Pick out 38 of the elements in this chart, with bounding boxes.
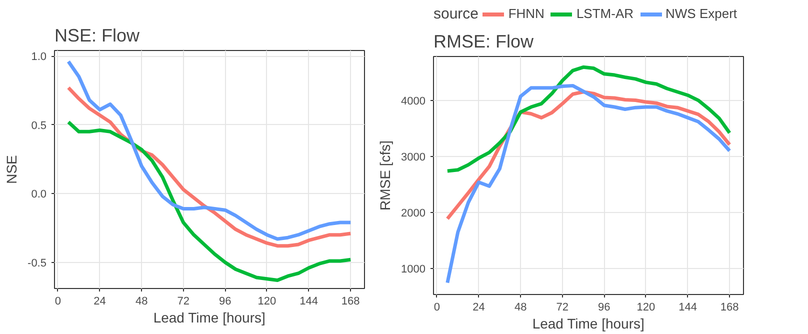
legend-label: FHNN: [508, 6, 544, 21]
x-tick-label: 168: [720, 302, 739, 314]
x-axis-title: Lead Time [hours]: [153, 310, 266, 326]
x-tick-label: 72: [177, 296, 190, 308]
line-series: [66, 120, 352, 282]
legend-title: source: [434, 6, 479, 22]
x-tick-label: 120: [258, 296, 276, 308]
x-tick-label: 48: [514, 302, 527, 314]
x-tick-label: 144: [300, 296, 318, 308]
x-tick-label: 96: [219, 296, 232, 308]
x-tick-label: 120: [636, 302, 656, 314]
x-tick-label: 48: [135, 296, 148, 308]
line-series: [66, 60, 352, 241]
x-tick-label: 0: [54, 296, 62, 308]
x-tick-label: 24: [94, 296, 106, 308]
y-tick-label: 2000: [401, 208, 426, 220]
x-tick-label: 72: [556, 302, 569, 314]
chart-title: RMSE: Flow: [434, 32, 535, 52]
y-tick-label: 1000: [401, 264, 426, 276]
y-axis-title: NSE: [4, 155, 20, 184]
legend-label: NWS Expert: [666, 6, 738, 21]
y-tick-label: 3000: [401, 151, 426, 164]
x-tick-label: 24: [472, 302, 485, 314]
x-tick-label: 168: [341, 296, 360, 308]
y-axis-title: RMSE [cfs]: [377, 140, 394, 211]
legend-label: LSTM-AR: [576, 6, 634, 21]
x-tick-label: 0: [434, 302, 440, 314]
y-tick-label: 4000: [401, 95, 426, 108]
y-tick-label: 1.0: [31, 51, 47, 64]
x-axis-title: Lead Time [hours]: [532, 316, 644, 332]
line-series: [446, 65, 732, 173]
y-tick-label: -0.5: [28, 257, 47, 270]
x-tick-label: 96: [598, 302, 610, 314]
chart-title: NSE: Flow: [54, 26, 141, 46]
y-tick-label: 0.0: [31, 188, 47, 201]
y-tick-label: 0.5: [31, 120, 47, 132]
line-series: [446, 84, 732, 284]
x-tick-label: 144: [678, 302, 697, 314]
